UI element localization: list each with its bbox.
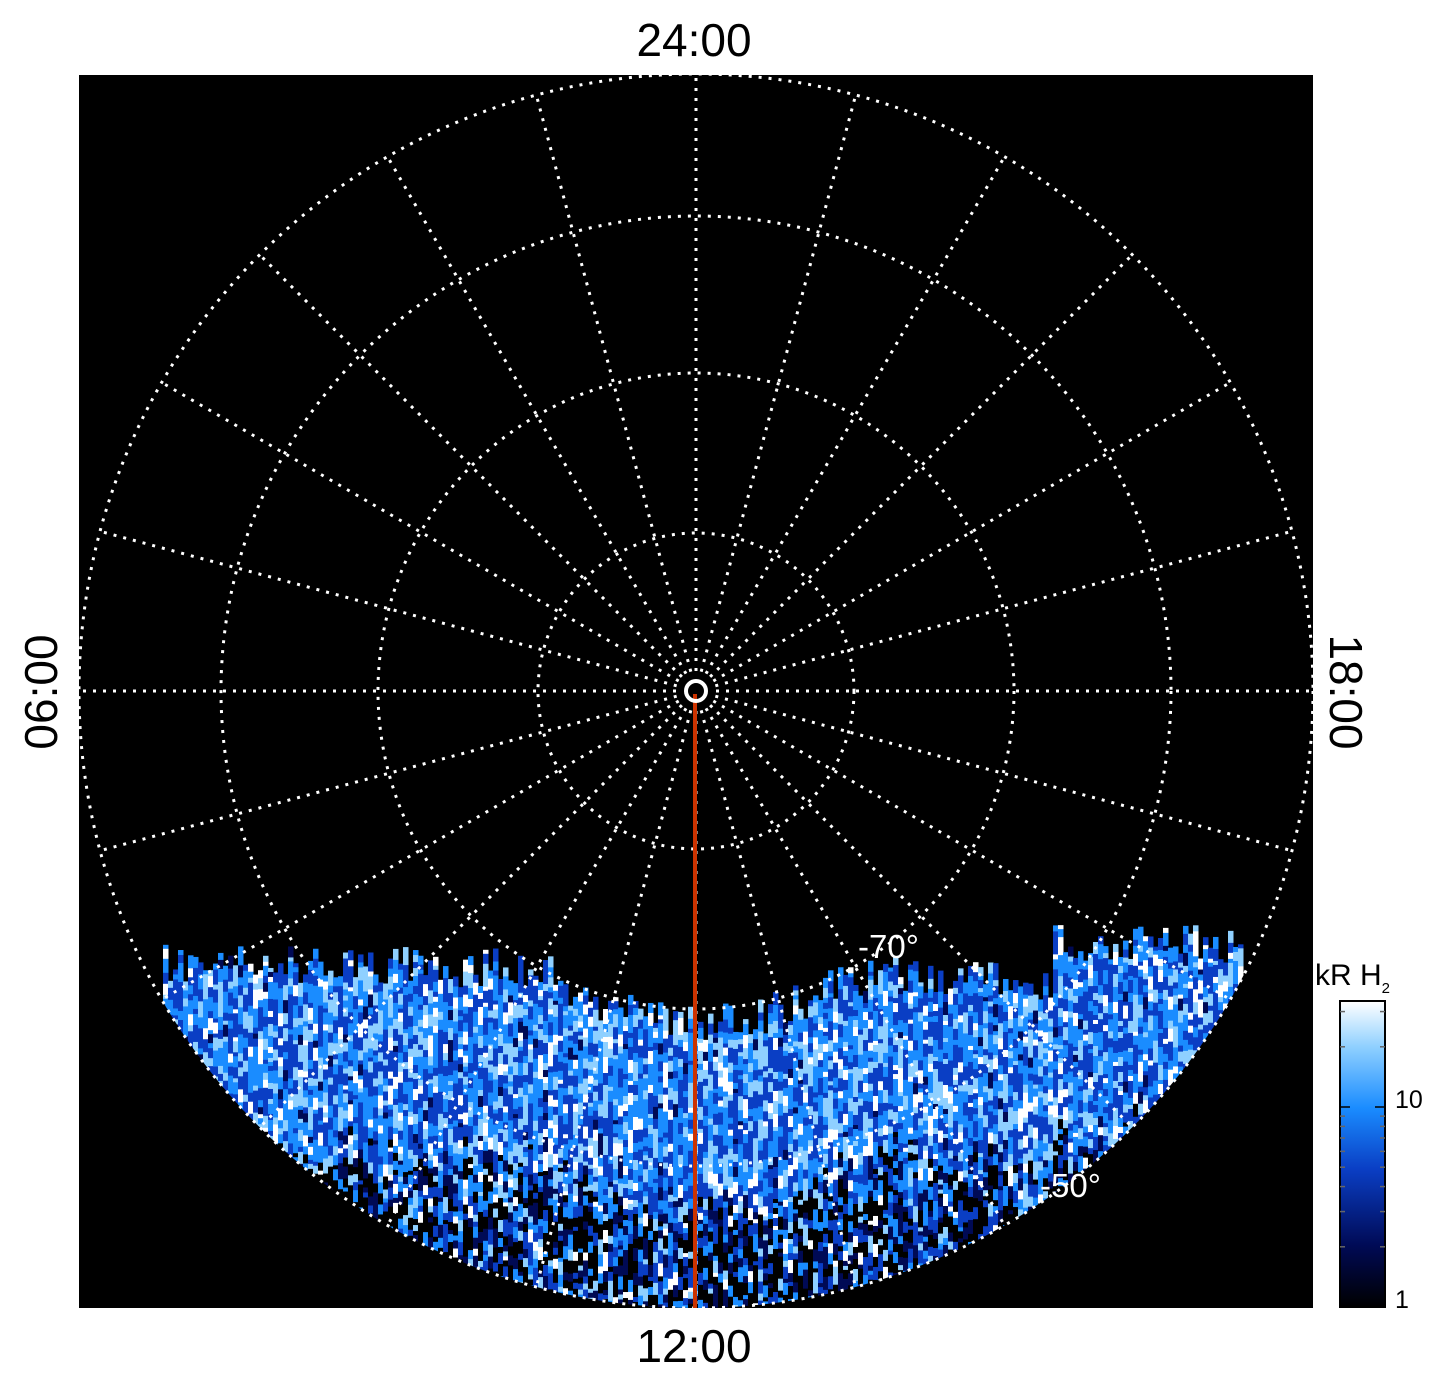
colorbar-ticks <box>1340 1010 1385 1308</box>
colorbar-title-main: kR H <box>1315 959 1382 992</box>
local-time-label-left: 06:00 <box>15 634 67 749</box>
latitude-circle <box>219 214 1173 1168</box>
colorbar-tick-label-1: 1 <box>1395 1286 1409 1314</box>
latitude-circle <box>536 531 856 851</box>
polar-grid <box>79 75 1313 1308</box>
colorbar-title-subscript: 2 <box>1382 980 1390 997</box>
local-time-label-bottom: 12:00 <box>636 1320 751 1372</box>
local-time-label-top: 24:00 <box>636 14 751 66</box>
local-time-label-right: 18:00 <box>1320 634 1372 749</box>
colorbar-title: kR H2 <box>1315 959 1390 997</box>
latitude-label-outer: -50° <box>1040 1167 1101 1204</box>
latitude-label-inner: -70° <box>858 928 919 965</box>
colorbar-gradient <box>1339 1000 1386 1308</box>
pole-marker <box>684 679 708 703</box>
colorbar-tick-label-10: 10 <box>1395 1086 1423 1114</box>
latitude-circle <box>376 371 1016 1011</box>
colorbar: kR H2 10 1 <box>1315 959 1423 1314</box>
